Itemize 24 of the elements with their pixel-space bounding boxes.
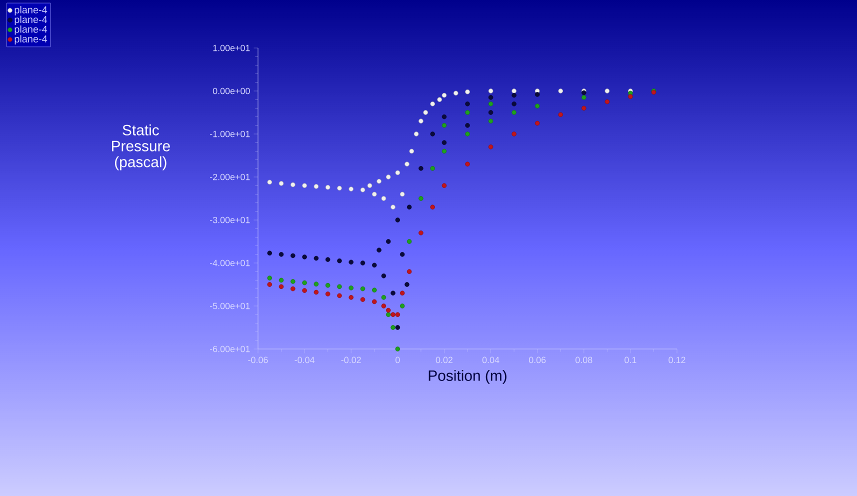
x-tick-label: -0.06 (248, 356, 268, 364)
x-tick-label: 0.08 (576, 356, 592, 364)
y-tick-label: -6.00e+01 (210, 346, 250, 352)
x-tick-label: 0.06 (528, 356, 546, 364)
x-axis-title: Position (m) (428, 370, 506, 384)
y-tick-label: 0.00e+00 (212, 88, 250, 94)
y-tick-label: -3.00e+01 (210, 216, 250, 224)
y-tick-label: -2.00e+01 (210, 174, 250, 180)
y-tick-label: 1.00e+01 (213, 44, 250, 52)
y-tick-label: -4.00e+01 (210, 260, 250, 266)
legend-label: plane-4 (14, 16, 48, 26)
x-tick-label: -0.02 (341, 356, 361, 364)
x-tick-label: 0.1 (624, 356, 636, 364)
x-tick-label: 0.02 (436, 356, 452, 364)
y-tick-label: -5.00e+01 (210, 302, 250, 310)
y-axis-title: Static Pressure (pascal) (112, 124, 170, 170)
y-tick-label: -1.00e+01 (210, 130, 250, 138)
x-tick-label: 0 (396, 356, 400, 364)
legend-label: plane-4 (14, 6, 48, 16)
x-tick-label: 0.04 (482, 356, 500, 364)
x-tick-label: -0.04 (294, 356, 315, 364)
legend-label: plane-4 (14, 35, 48, 44)
x-tick-label: 0.12 (668, 356, 686, 364)
legend-label: plane-4 (14, 25, 48, 35)
